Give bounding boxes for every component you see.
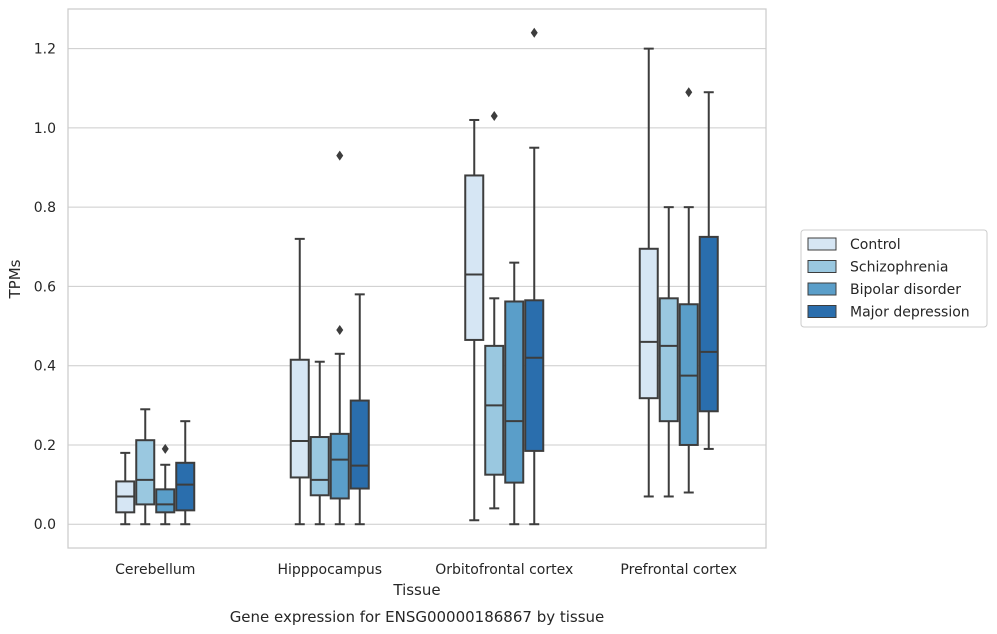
box-body xyxy=(309,436,330,497)
y-tick-label: 1.2 xyxy=(34,42,56,58)
chart-caption: Gene expression for ENSG00000186867 by t… xyxy=(230,608,605,626)
y-tick-label: 0.2 xyxy=(34,438,56,454)
box-body xyxy=(135,439,156,506)
x-tick-label: Hipppocampus xyxy=(277,562,382,578)
outlier-point xyxy=(490,111,498,122)
outlier-point xyxy=(530,27,538,38)
box xyxy=(678,87,699,494)
box-body xyxy=(329,432,350,500)
box-body xyxy=(464,174,485,341)
legend-swatch xyxy=(807,282,837,296)
y-tick-label: 0.0 xyxy=(34,517,56,533)
box-body xyxy=(155,488,176,514)
outlier-point xyxy=(161,443,169,454)
box xyxy=(155,443,176,526)
y-tick-labels: 0.0 0.2 0.4 0.6 0.8 1.0 1.2 xyxy=(34,42,56,534)
box xyxy=(349,293,370,526)
box xyxy=(175,420,196,526)
box-body xyxy=(658,297,679,423)
x-tick-label: Orbitofrontal cortex xyxy=(435,562,573,578)
legend-swatch xyxy=(807,305,837,318)
box xyxy=(289,237,310,526)
box xyxy=(484,111,505,510)
y-tick-label: 0.6 xyxy=(34,279,56,295)
boxes xyxy=(115,27,719,526)
box xyxy=(309,360,330,526)
outlier-point xyxy=(336,325,344,336)
box-body xyxy=(349,399,370,490)
outlier-point xyxy=(685,87,693,98)
legend-item: Control xyxy=(807,237,901,253)
box xyxy=(524,27,545,526)
box xyxy=(504,261,525,526)
legend-label: Schizophrenia xyxy=(850,260,948,276)
legend-item: Schizophrenia xyxy=(807,260,948,276)
legend: Control Schizophrenia Bipolar disorder Majo… xyxy=(800,229,988,328)
box-body xyxy=(289,358,310,479)
box xyxy=(464,118,485,522)
legend-swatch xyxy=(807,237,837,251)
box-body xyxy=(638,247,659,400)
box xyxy=(638,47,659,498)
legend-item: Bipolar disorder xyxy=(807,282,961,298)
gridlines xyxy=(68,48,766,525)
x-tick-label: Prefrontal cortex xyxy=(620,562,737,578)
box-body xyxy=(175,461,196,512)
legend-frame xyxy=(800,229,988,328)
y-tick-label: 1.0 xyxy=(34,121,56,137)
legend-label: Bipolar disorder xyxy=(850,282,961,298)
plot-area-frame xyxy=(67,8,767,549)
legend-items: Control Schizophrenia Bipolar disorder Majo… xyxy=(807,237,970,321)
legend-item: Major depression xyxy=(807,305,970,321)
box xyxy=(329,150,350,526)
outlier-point xyxy=(336,150,344,161)
box xyxy=(135,408,156,526)
box-body xyxy=(698,235,719,413)
box-body xyxy=(484,344,505,476)
box xyxy=(698,91,719,450)
legend-label: Major depression xyxy=(850,305,970,321)
box xyxy=(658,206,679,498)
y-tick-label: 0.4 xyxy=(34,359,56,375)
legend-label: Control xyxy=(850,237,901,253)
x-tick-labels: Cerebellum Hipppocampus Orbitofrontal cort… xyxy=(115,562,737,578)
box-body xyxy=(504,300,525,484)
box-body xyxy=(524,299,545,452)
y-tick-label: 0.8 xyxy=(34,200,56,216)
x-axis-label: Tissue xyxy=(392,581,440,599)
y-axis-label: TPMs xyxy=(6,259,24,299)
legend-swatch xyxy=(807,260,837,273)
x-tick-label: Cerebellum xyxy=(115,562,195,578)
box xyxy=(115,451,136,526)
